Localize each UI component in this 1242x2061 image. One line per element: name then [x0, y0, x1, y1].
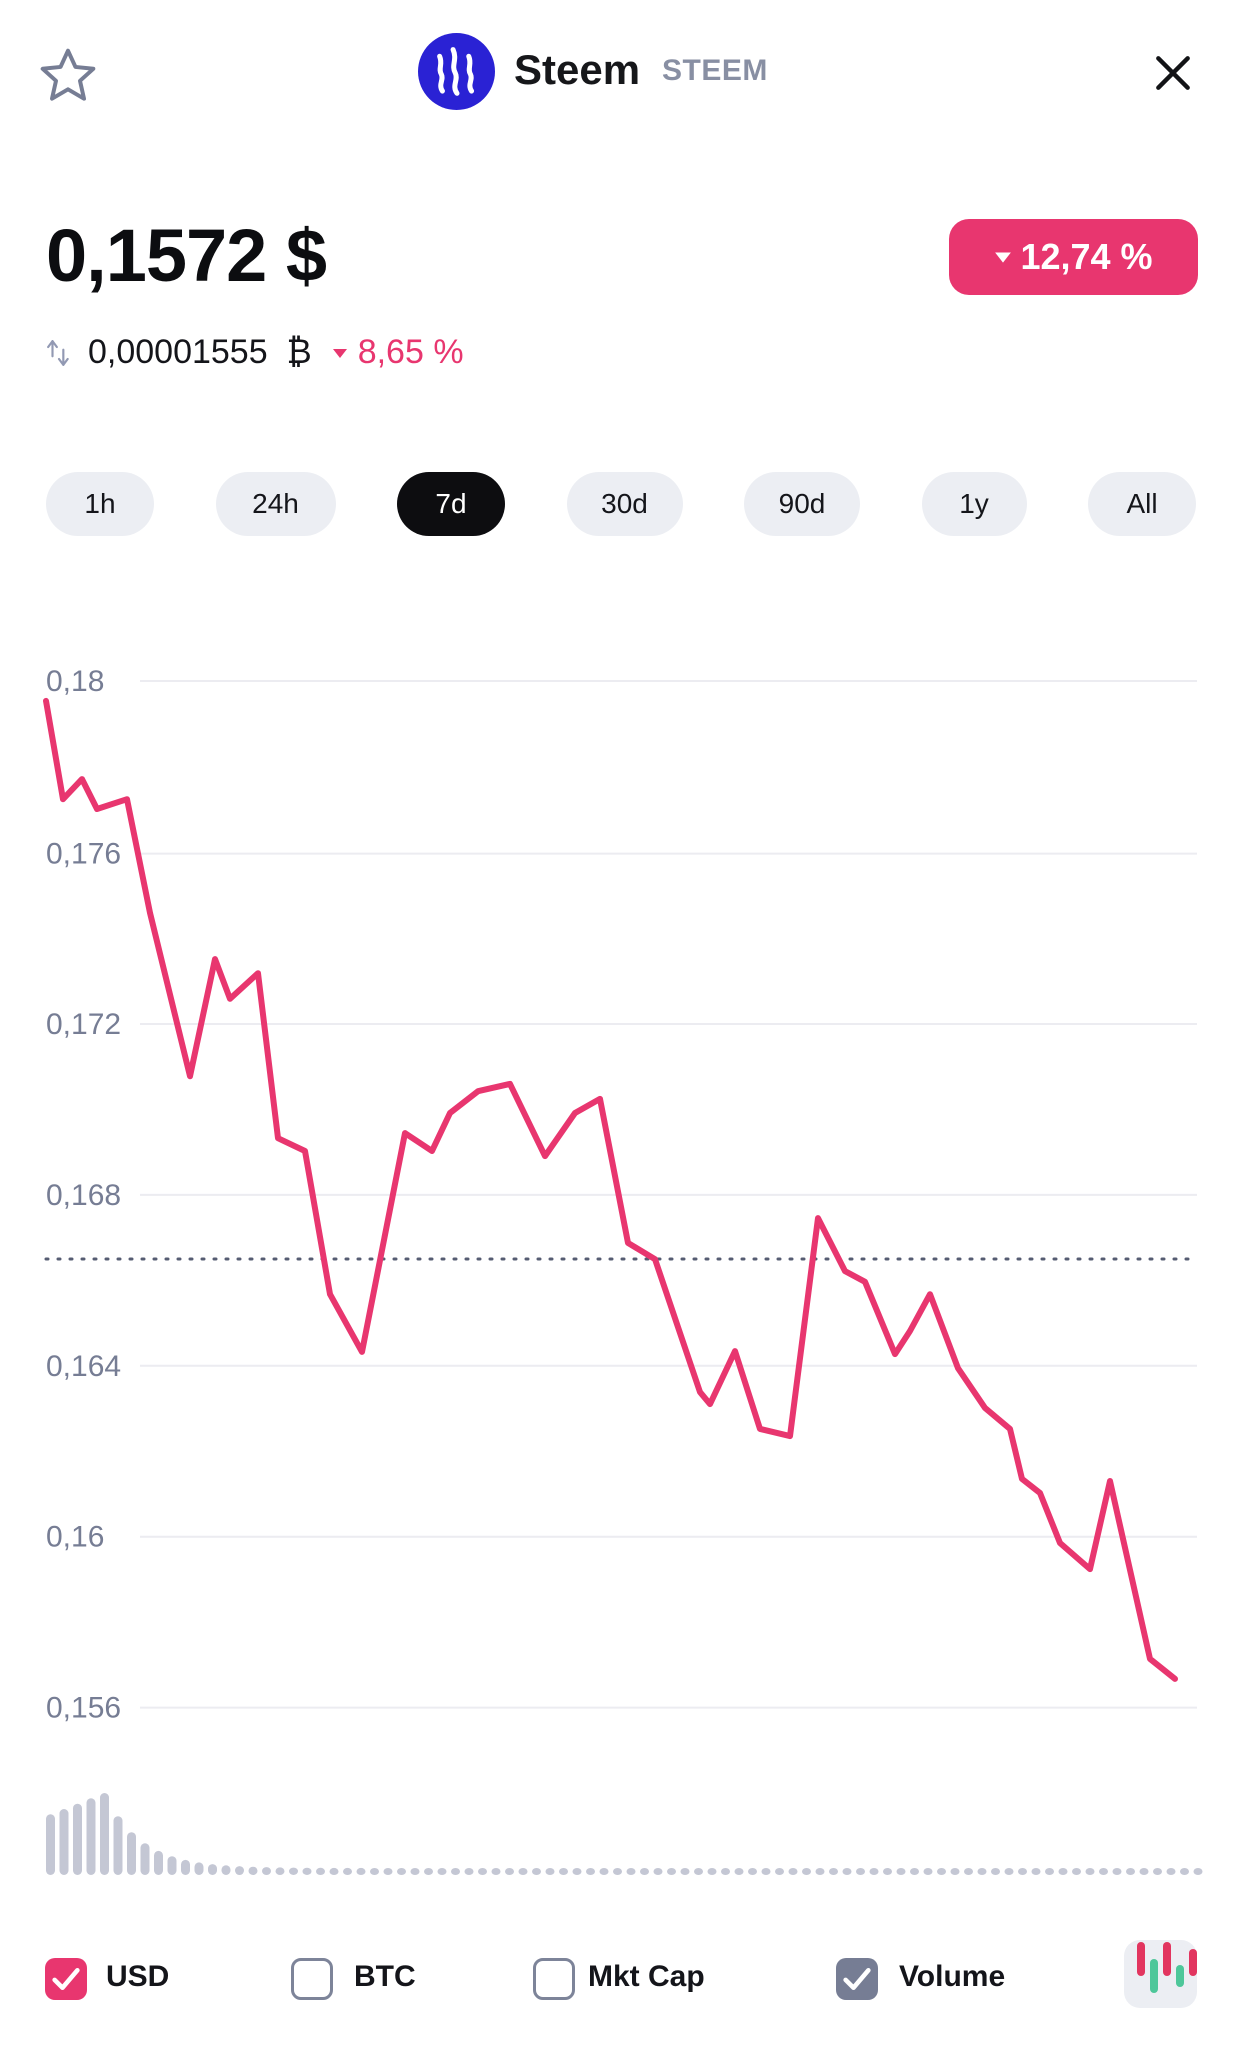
svg-text:0,168: 0,168 [46, 1179, 121, 1212]
svg-text:0,176: 0,176 [46, 838, 121, 871]
svg-text:0,156: 0,156 [46, 1692, 121, 1725]
svg-text:0,164: 0,164 [46, 1350, 121, 1383]
svg-text:0,172: 0,172 [46, 1008, 121, 1041]
svg-text:0,18: 0,18 [46, 665, 104, 698]
svg-text:0,16: 0,16 [46, 1521, 104, 1554]
